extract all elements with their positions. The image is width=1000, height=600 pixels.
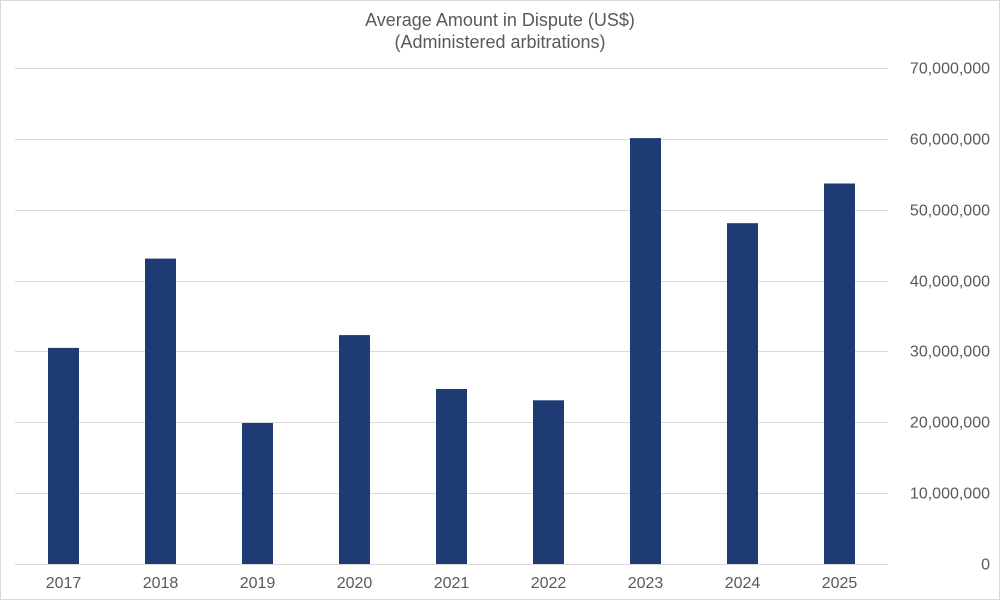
bar-2022	[533, 400, 564, 564]
y-tick-label: 10,000,000	[910, 486, 990, 503]
bar-2024	[727, 223, 758, 564]
y-tick-label: 60,000,000	[910, 132, 990, 149]
y-tick-label: 20,000,000	[910, 415, 990, 432]
y-tick-label: 70,000,000	[910, 61, 990, 78]
x-tick-label: 2021	[434, 575, 470, 592]
x-tick-label: 2023	[628, 575, 664, 592]
bar-2025	[824, 183, 855, 564]
y-tick-label: 30,000,000	[910, 344, 990, 361]
bar-2018	[145, 258, 176, 564]
x-tick-label: 2019	[240, 575, 276, 592]
chart-subtitle: (Administered arbitrations)	[394, 32, 606, 52]
y-tick-label: 40,000,000	[910, 274, 990, 291]
x-tick-label: 2017	[46, 575, 82, 592]
x-tick-label: 2020	[337, 575, 373, 592]
y-tick-label: 0	[981, 557, 990, 574]
bar-2017	[48, 347, 79, 564]
x-tick-label: 2018	[143, 575, 179, 592]
bars	[48, 138, 855, 564]
bar-2019	[242, 423, 273, 564]
bar-2020	[339, 335, 370, 564]
bar-2021	[436, 389, 467, 564]
chart-title: Average Amount in Dispute (US$)	[365, 10, 635, 30]
y-tick-label: 50,000,000	[910, 203, 990, 220]
y-axis-tick-labels: 0 10,000,000 20,000,000 30,000,000 40,000,00…	[910, 61, 990, 574]
x-axis-tick-labels: 2017 2018 2019 2020 2021 2022 2023 2024 2025	[46, 575, 858, 592]
x-tick-label: 2024	[725, 575, 761, 592]
x-tick-label: 2022	[531, 575, 567, 592]
bar-2023	[630, 138, 661, 564]
chart-title-block: Average Amount in Dispute (US$) (Adminis…	[0, 9, 1000, 53]
x-tick-label: 2025	[822, 575, 858, 592]
